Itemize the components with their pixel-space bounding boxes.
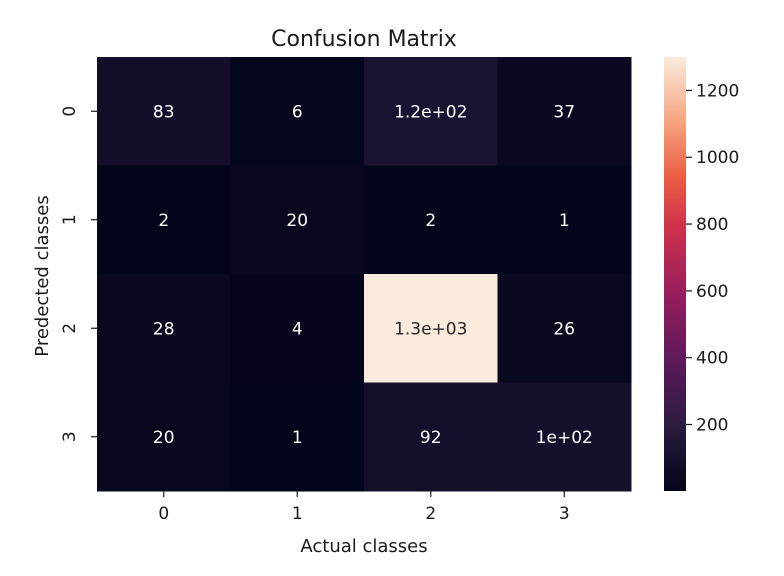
heatmap-cell bbox=[230, 274, 365, 383]
cell-value-label: 92 bbox=[420, 428, 442, 448]
heatmap-cell bbox=[364, 57, 498, 166]
heatmap-cell bbox=[364, 274, 498, 383]
heatmap-cell bbox=[97, 382, 231, 492]
heatmap-cell bbox=[497, 382, 632, 492]
y-tick-label: 3 bbox=[60, 431, 80, 442]
colorbar-tick-label: 600 bbox=[696, 282, 728, 302]
colorbar-tick-label: 200 bbox=[696, 416, 728, 436]
cell-value-label: 37 bbox=[553, 102, 575, 122]
x-tick-label: 2 bbox=[425, 504, 436, 524]
x-axis-ticks: 0 1 2 3 bbox=[158, 491, 570, 524]
x-tick-label: 0 bbox=[158, 504, 169, 524]
heatmap-cell bbox=[364, 382, 498, 492]
colorbar-tick-label: 400 bbox=[696, 349, 728, 369]
colorbar-tick-label: 1000 bbox=[696, 148, 739, 168]
heatmap-cells bbox=[97, 57, 632, 492]
x-tick-label: 1 bbox=[292, 504, 303, 524]
chart-title: Confusion Matrix bbox=[271, 27, 457, 52]
heatmap-cell bbox=[230, 57, 365, 166]
cell-value-label: 1 bbox=[292, 428, 303, 448]
cell-value-label: 1e+02 bbox=[536, 428, 593, 448]
cell-value-label: 20 bbox=[286, 211, 308, 231]
cell-value-label: 4 bbox=[292, 319, 303, 339]
heatmap-cell bbox=[230, 165, 365, 275]
heatmap-cell bbox=[497, 57, 632, 166]
cell-value-label: 1.2e+02 bbox=[394, 102, 467, 122]
cell-value-label: 2 bbox=[425, 211, 436, 231]
cell-value-label: 26 bbox=[553, 319, 575, 339]
y-tick-label: 1 bbox=[60, 214, 80, 225]
heatmap-cell bbox=[97, 57, 231, 166]
colorbar-tick-label: 1200 bbox=[696, 81, 739, 101]
heatmap-cell bbox=[230, 382, 365, 492]
cell-value-label: 83 bbox=[153, 102, 175, 122]
x-axis-label: Actual classes bbox=[300, 536, 427, 557]
colorbar-ticks: 200 400 600 800 1000 1200 bbox=[686, 81, 739, 436]
heatmap-cell-labels: 83 6 1.2e+02 37 2 20 2 1 28 4 1.3e+03 26 20 1 92 1e+02 bbox=[153, 102, 593, 448]
y-axis-ticks: 0 1 2 3 bbox=[60, 106, 97, 442]
heatmap-cell bbox=[497, 165, 632, 275]
cell-value-label: 6 bbox=[292, 102, 303, 122]
x-tick-label: 3 bbox=[559, 504, 570, 524]
y-axis-label: Predected classes bbox=[32, 195, 53, 356]
cell-value-label: 1 bbox=[559, 211, 570, 231]
heatmap-cell bbox=[97, 165, 231, 275]
cell-value-label: 28 bbox=[153, 319, 175, 339]
colorbar bbox=[664, 57, 686, 491]
cell-value-label: 1.3e+03 bbox=[394, 319, 467, 339]
heatmap-cell bbox=[497, 274, 632, 383]
heatmap-cell bbox=[364, 165, 498, 275]
colorbar-tick-label: 800 bbox=[696, 215, 728, 235]
y-tick-label: 2 bbox=[60, 323, 80, 334]
y-tick-label: 0 bbox=[60, 106, 80, 117]
cell-value-label: 20 bbox=[153, 428, 175, 448]
cell-value-label: 2 bbox=[158, 211, 169, 231]
heatmap-cell bbox=[97, 274, 231, 383]
